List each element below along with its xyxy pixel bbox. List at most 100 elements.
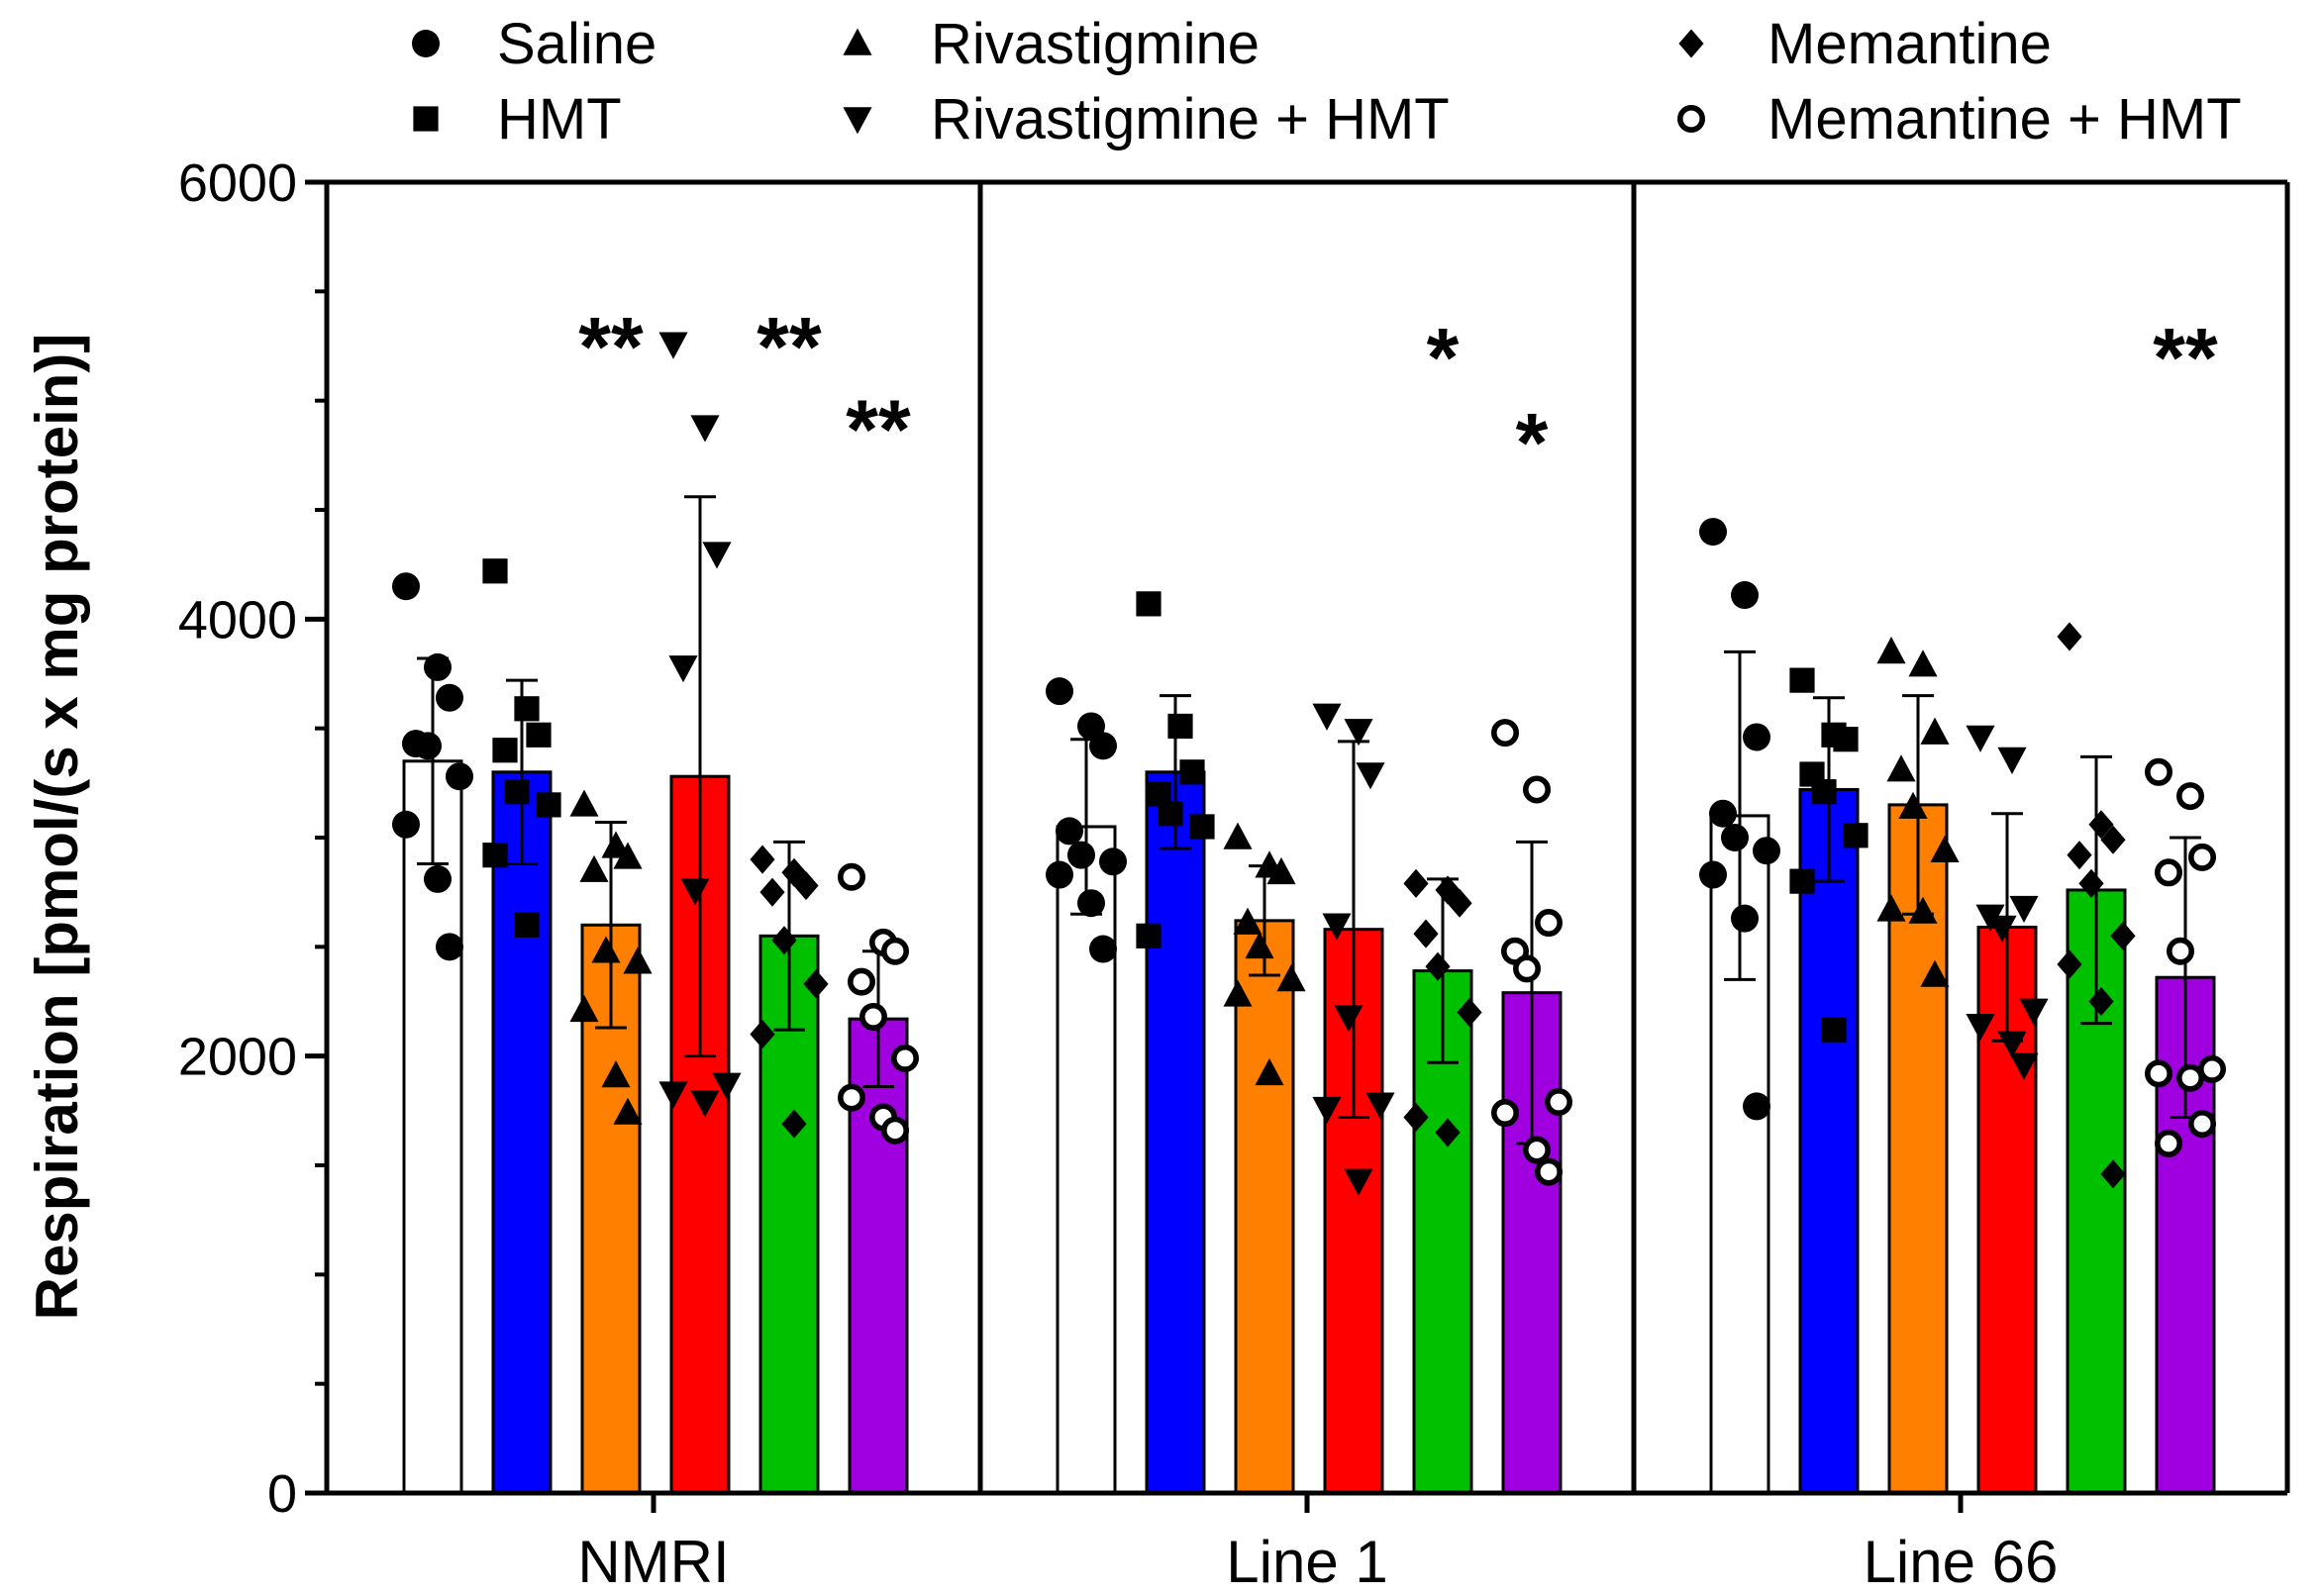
annotations-layer: ** ******** — [578, 300, 2218, 489]
data-point — [2145, 757, 2173, 786]
legend-label: Memantine — [1768, 12, 2052, 76]
data-point — [1789, 868, 1815, 894]
significance-annotation: ** — [578, 300, 644, 393]
data-point — [2188, 843, 2217, 871]
y-tick-label: 4000 — [178, 590, 297, 649]
data-point — [1908, 649, 1938, 677]
data-point — [1457, 997, 1482, 1028]
data-point — [1158, 801, 1183, 827]
data-point — [2088, 810, 2114, 840]
data-point — [1312, 703, 1342, 731]
data-point — [1908, 896, 1938, 924]
legend-label: Saline — [497, 12, 656, 76]
data-point — [1966, 725, 1995, 752]
data-point — [613, 1097, 643, 1125]
legend-marker — [1678, 29, 1704, 58]
significance-annotation: ** — [757, 300, 822, 393]
data-point — [1513, 954, 1542, 983]
data-point — [858, 1002, 887, 1031]
data-point — [526, 722, 552, 748]
data-point — [2188, 1110, 2217, 1139]
data-point — [1067, 841, 1095, 869]
data-point — [1930, 835, 1960, 862]
data-point — [750, 845, 775, 874]
data-point — [1753, 837, 1780, 865]
data-point — [750, 1020, 775, 1049]
data-point — [1535, 909, 1564, 938]
data-point — [392, 572, 420, 601]
data-point — [436, 683, 463, 712]
data-point — [793, 870, 819, 901]
data-point — [1491, 1099, 1520, 1128]
data-point — [2176, 782, 2205, 811]
data-point — [1821, 1017, 1847, 1043]
data-point — [613, 842, 643, 869]
legend-marker — [843, 107, 872, 135]
data-point — [536, 792, 561, 818]
data-point — [1523, 1136, 1552, 1164]
data-point — [2176, 1063, 2205, 1092]
bar — [1234, 919, 1295, 1495]
data-point — [837, 862, 865, 891]
bar — [1798, 787, 1860, 1495]
data-point — [1312, 1096, 1342, 1125]
data-point — [579, 854, 609, 882]
data-point — [1077, 889, 1105, 918]
data-point — [1491, 719, 1520, 748]
legend-marker — [413, 106, 439, 132]
data-point — [424, 652, 452, 681]
data-point — [2009, 895, 2039, 924]
data-point — [2057, 949, 2082, 979]
data-point — [1721, 824, 1749, 851]
data-point — [1966, 1014, 1995, 1042]
data-point — [1997, 747, 2027, 774]
data-point — [1535, 1157, 1564, 1186]
data-point — [658, 332, 688, 359]
bar — [1056, 825, 1117, 1495]
data-point — [880, 1116, 909, 1145]
data-point — [1886, 754, 1916, 782]
data-point — [1233, 907, 1262, 935]
data-point — [591, 936, 621, 963]
data-point — [1997, 1031, 2027, 1058]
data-point — [1334, 1005, 1364, 1033]
data-point — [2167, 937, 2195, 965]
data-point — [712, 1072, 742, 1100]
data-point — [668, 655, 698, 683]
data-point — [1403, 868, 1429, 898]
data-point — [1743, 723, 1770, 751]
y-axis-label: Respiration [pmol/(s x mg protein)] — [24, 334, 90, 1321]
data-point — [1223, 822, 1253, 849]
data-point — [623, 947, 653, 974]
data-point — [1920, 717, 1950, 745]
data-point — [1876, 637, 1906, 664]
data-point — [1731, 904, 1759, 933]
data-point — [1876, 894, 1906, 922]
data-point — [1046, 860, 1073, 889]
data-point — [1987, 915, 2017, 943]
data-point — [1344, 1168, 1373, 1196]
data-point — [1356, 762, 1385, 790]
data-point — [1322, 913, 1352, 941]
data-point — [414, 732, 442, 760]
data-point — [690, 415, 720, 443]
y-tick-label: 2000 — [178, 1028, 297, 1087]
data-point — [1435, 875, 1461, 905]
data-point — [569, 994, 599, 1023]
legend-label: Memantine + HMT — [1768, 87, 2242, 151]
data-point — [514, 696, 540, 722]
data-point — [2057, 622, 2082, 651]
data-point — [1136, 591, 1162, 617]
data-point — [759, 877, 785, 907]
data-point — [1699, 860, 1727, 889]
data-point — [569, 789, 599, 817]
data-point — [1403, 1102, 1429, 1133]
data-point — [1167, 713, 1193, 740]
bar — [491, 770, 553, 1495]
data-point — [680, 878, 710, 906]
data-point — [2198, 1054, 2227, 1083]
data-point — [1789, 667, 1815, 693]
data-point — [482, 843, 508, 868]
data-point — [1266, 856, 1296, 885]
data-point — [1344, 719, 1373, 747]
